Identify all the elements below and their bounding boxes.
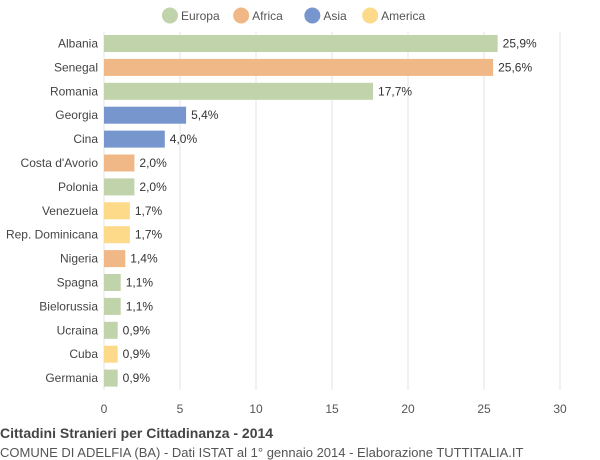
legend-label: Europa: [181, 9, 220, 23]
bar: [104, 345, 118, 363]
x-tick-label: 5: [177, 402, 184, 416]
value-label: 5,4%: [191, 108, 219, 122]
chart-subtitle: COMUNE DI ADELFIA (BA) - Dati ISTAT al 1…: [0, 445, 524, 460]
x-tick-label: 30: [553, 402, 567, 416]
category-label: Rep. Dominicana: [6, 228, 98, 242]
value-label: 25,6%: [498, 60, 532, 74]
value-label: 17,7%: [378, 84, 412, 98]
category-label: Venezuela: [42, 204, 98, 218]
category-label: Cina: [73, 132, 98, 146]
bars: Albania 25,9% Senegal 25,6% Romania 17,7% Geor…: [6, 35, 537, 387]
legend-swatch: [233, 7, 250, 24]
value-label: 25,9%: [503, 37, 537, 51]
category-label: Polonia: [58, 180, 98, 194]
bar-chart: Europa Africa Asia America Albania 25,9% Sene…: [6, 7, 567, 416]
bar: [104, 35, 498, 52]
value-label: 0,9%: [123, 323, 151, 337]
category-label: Bielorussia: [39, 299, 98, 313]
legend-label: Africa: [252, 9, 283, 23]
category-label: Spagna: [57, 276, 99, 290]
value-label: 2,0%: [139, 180, 167, 194]
value-label: 0,9%: [123, 371, 151, 385]
bar: [104, 274, 121, 291]
value-label: 1,4%: [130, 252, 158, 266]
value-label: 1,7%: [135, 228, 163, 242]
x-tick-label: 15: [325, 402, 339, 416]
category-label: Cuba: [69, 347, 98, 361]
category-label: Nigeria: [60, 252, 98, 266]
category-label: Romania: [50, 84, 98, 98]
value-label: 4,0%: [170, 132, 198, 146]
category-label: Senegal: [54, 60, 98, 74]
legend-swatch: [161, 7, 178, 24]
category-label: Albania: [58, 37, 98, 51]
bar: [104, 178, 135, 196]
bar: [104, 106, 187, 124]
x-tick-label: 25: [477, 402, 491, 416]
value-label: 1,7%: [135, 204, 163, 218]
legend: Europa Africa Asia America: [161, 7, 425, 24]
legend-label: America: [381, 9, 425, 23]
x-axis: 0 5 10 15 20 25 30: [101, 402, 567, 416]
bar: [104, 297, 121, 315]
value-label: 1,1%: [126, 276, 154, 290]
value-label: 1,1%: [126, 299, 154, 313]
legend-swatch: [362, 7, 379, 24]
category-label: Costa d'Avorio: [21, 156, 99, 170]
chart-title: Cittadini Stranieri per Cittadinanza - 2…: [0, 425, 274, 441]
bar: [104, 130, 165, 148]
legend-label: Asia: [323, 9, 347, 23]
value-label: 0,9%: [123, 347, 151, 361]
x-tick-label: 20: [401, 402, 415, 416]
bar: [104, 369, 118, 387]
bar: [104, 58, 494, 76]
bar: [104, 226, 130, 244]
bar: [104, 154, 135, 172]
category-label: Germania: [45, 371, 98, 385]
category-label: Ucraina: [57, 323, 99, 337]
bar: [104, 250, 126, 268]
bar: [104, 202, 130, 220]
category-label: Georgia: [55, 108, 98, 122]
value-label: 2,0%: [139, 156, 167, 170]
legend-swatch: [304, 7, 321, 24]
x-tick-label: 0: [101, 402, 108, 416]
bar: [104, 82, 374, 100]
x-tick-label: 10: [249, 402, 263, 416]
bar: [104, 321, 118, 339]
